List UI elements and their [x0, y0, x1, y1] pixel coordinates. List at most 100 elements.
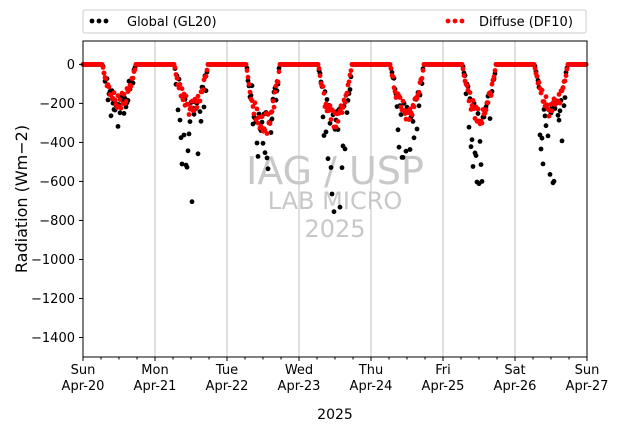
- x-tick-label-date: Apr-21: [134, 379, 177, 394]
- diffuse-point: [317, 73, 323, 79]
- x-tick-label-day: Mon: [141, 363, 168, 378]
- diffuse-point: [461, 73, 467, 78]
- diffuse-point: [459, 62, 465, 67]
- global-point: [411, 135, 417, 141]
- diffuse-point: [390, 74, 396, 79]
- diffuse-point: [562, 78, 568, 84]
- global-point: [559, 138, 565, 144]
- global-point: [328, 165, 334, 170]
- diffuse-point: [118, 105, 124, 111]
- global-point: [323, 129, 329, 135]
- global-point: [403, 148, 409, 154]
- diffuse-point: [406, 117, 412, 122]
- diffuse-point: [348, 68, 354, 73]
- global-point: [561, 103, 567, 109]
- diffuse-point: [179, 86, 185, 92]
- diffuse-point: [391, 85, 397, 91]
- diffuse-point: [464, 83, 470, 88]
- diffuse-point: [532, 66, 538, 71]
- global-point: [473, 153, 479, 159]
- legend-diffuse-label: Diffuse (DF10): [479, 15, 573, 30]
- y-axis: 0 −200 −400 −600 −800 −1000 −1200 −1400: [31, 58, 83, 346]
- global-point: [320, 114, 326, 120]
- diffuse-point: [320, 84, 326, 89]
- global-point: [342, 146, 348, 152]
- watermark: IAG / USP LAB MICRO 2025: [246, 149, 424, 243]
- y-axis-label: Radiation (Wm−2): [12, 125, 31, 273]
- diffuse-point: [534, 73, 540, 79]
- global-point: [479, 179, 485, 184]
- diffuse-point: [475, 106, 481, 112]
- data-points: [80, 62, 589, 215]
- diffuse-point: [270, 98, 276, 104]
- global-point: [325, 156, 331, 162]
- y-tick-label: −1000: [31, 253, 75, 268]
- diffuse-point: [483, 107, 489, 113]
- global-point: [187, 119, 193, 124]
- diffuse-point: [485, 100, 491, 105]
- diffuse-point: [583, 62, 589, 67]
- diffuse-point: [328, 117, 334, 122]
- legend-global-marker: [89, 18, 109, 24]
- diffuse-point: [346, 79, 352, 85]
- global-point: [117, 110, 123, 116]
- global-point: [469, 137, 475, 143]
- diffuse-point: [340, 105, 346, 110]
- diffuse-point: [259, 114, 265, 120]
- diffuse-point: [267, 121, 273, 126]
- diffuse-point: [252, 100, 258, 106]
- diffuse-point: [409, 112, 415, 118]
- global-point: [339, 165, 345, 171]
- watermark-line-1: IAG / USP: [246, 149, 424, 193]
- diffuse-point: [544, 102, 550, 108]
- global-point: [329, 191, 335, 197]
- diffuse-point: [264, 131, 270, 136]
- x-tick-label-day: Sun: [71, 363, 96, 378]
- diffuse-point: [315, 62, 321, 67]
- diffuse-point: [316, 66, 322, 71]
- diffuse-point: [203, 73, 209, 79]
- x-tick-label-date: Apr-22: [206, 379, 249, 394]
- global-point: [181, 132, 187, 138]
- watermark-line-3: 2025: [304, 215, 365, 243]
- diffuse-point: [186, 112, 192, 117]
- diffuse-point: [387, 62, 393, 67]
- diffuse-point: [560, 85, 566, 91]
- global-point: [264, 155, 270, 161]
- diffuse-point: [347, 72, 353, 78]
- diffuse-point: [272, 89, 278, 95]
- global-point: [347, 87, 353, 92]
- y-tick-label: 0: [67, 58, 75, 73]
- diffuse-point: [327, 103, 333, 109]
- global-point: [547, 172, 553, 177]
- x-tick-label-day: Thu: [358, 363, 383, 378]
- x-tick-label-day: Sun: [575, 363, 600, 378]
- x-tick-label-day: Wed: [285, 363, 313, 378]
- global-point: [396, 144, 402, 150]
- global-point: [179, 161, 185, 167]
- diffuse-point: [254, 106, 260, 112]
- diffuse-point: [491, 74, 497, 80]
- global-point: [555, 112, 561, 118]
- x-tick-label-day: Sat: [504, 363, 525, 378]
- diffuse-point: [400, 98, 406, 104]
- global-point: [407, 147, 413, 152]
- x-tick-label-day: Tue: [215, 363, 238, 378]
- diffuse-point: [177, 82, 183, 87]
- global-point: [195, 151, 201, 157]
- plot-area: [83, 41, 587, 357]
- y-tick-label: −600: [39, 175, 75, 190]
- legend-diffuse-marker: [445, 18, 465, 24]
- global-point: [254, 140, 260, 146]
- global-point: [262, 150, 268, 156]
- diffuse-point: [111, 90, 117, 96]
- diffuse-point: [419, 75, 425, 81]
- diffuse-point: [247, 89, 253, 95]
- global-point: [540, 161, 546, 167]
- global-point: [416, 103, 422, 109]
- diffuse-point: [470, 98, 476, 103]
- global-point: [470, 164, 476, 169]
- diffuse-point: [333, 124, 339, 130]
- x-tick-label-date: Apr-24: [350, 379, 393, 394]
- global-point: [477, 139, 483, 144]
